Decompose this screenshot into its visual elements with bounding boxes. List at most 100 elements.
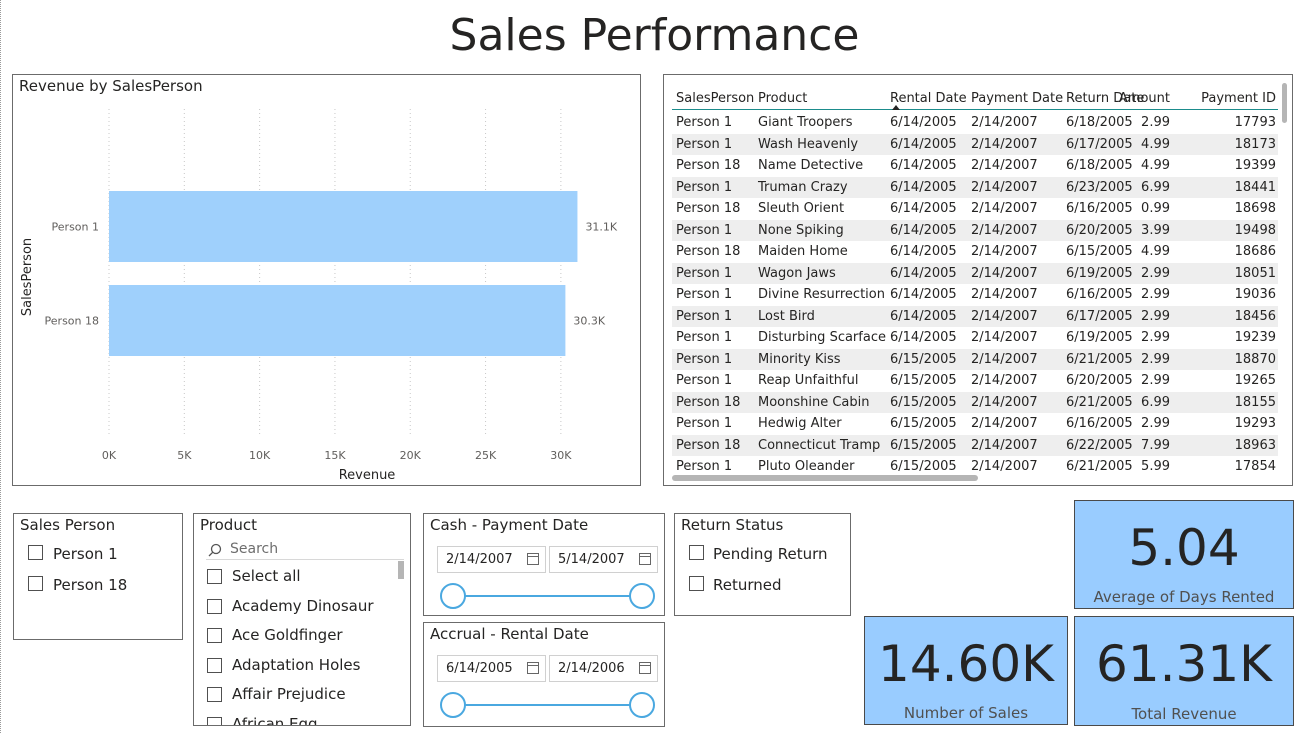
date-value: 2/14/2007 bbox=[446, 552, 513, 567]
chart-title: Revenue by SalesPerson bbox=[19, 77, 203, 95]
table-cell: 18441 bbox=[1234, 179, 1276, 195]
table-cell: 5.99 bbox=[1141, 459, 1170, 474]
checkbox[interactable] bbox=[207, 598, 222, 614]
column-header[interactable]: SalesPerson bbox=[676, 91, 755, 106]
accrual-end-date-input[interactable]: 2/14/2006 bbox=[549, 655, 658, 682]
table-row[interactable]: Person 18 Connecticut Tramp 6/15/2005 2/14/… bbox=[672, 434, 1278, 456]
x-tick-label: 20K bbox=[400, 449, 422, 462]
table-cell: Person 1 bbox=[676, 351, 733, 367]
cash-end-date-input[interactable]: 5/14/2007 bbox=[549, 546, 658, 573]
cash-range-end-handle[interactable] bbox=[629, 583, 655, 609]
y-axis-title: SalesPerson bbox=[20, 238, 35, 316]
option-label: Returned bbox=[713, 576, 782, 594]
column-header[interactable]: Payment ID bbox=[1201, 91, 1276, 106]
checkbox[interactable] bbox=[207, 687, 222, 702]
table-cell: 7.99 bbox=[1141, 437, 1170, 453]
table-row[interactable]: Person 1 Minority Kiss 6/15/2005 2/14/2007 6… bbox=[672, 348, 1278, 370]
table-row[interactable]: Person 1 Divine Resurrection 6/14/2005 2/14… bbox=[672, 284, 1278, 306]
accrual-start-date-input[interactable]: 6/14/2005 bbox=[437, 655, 546, 682]
table-cell: 6/17/2005 bbox=[1066, 308, 1133, 324]
sales-person-slicer-title: Sales Person bbox=[20, 516, 116, 534]
table-row[interactable]: Person 1 Wash Heavenly 6/14/2005 2/14/2007 6… bbox=[672, 133, 1278, 155]
horizontal-scrollbar[interactable] bbox=[672, 475, 978, 481]
bar[interactable] bbox=[109, 191, 578, 262]
table-row[interactable]: Person 1 Wagon Jaws 6/14/2005 2/14/2007 6/19… bbox=[672, 262, 1278, 284]
data-label: 31.1K bbox=[585, 221, 617, 234]
table-cell: 6/20/2005 bbox=[1066, 373, 1133, 388]
table-cell: Person 1 bbox=[676, 373, 733, 388]
option-label: Person 1 bbox=[53, 545, 118, 563]
calendar-icon[interactable] bbox=[639, 662, 651, 674]
table-cell: 18870 bbox=[1234, 351, 1276, 367]
table-cell: 6/16/2005 bbox=[1066, 287, 1133, 302]
table-cell: 6/21/2005 bbox=[1066, 394, 1133, 410]
table-cell: 6/19/2005 bbox=[1066, 330, 1133, 345]
table-cell: 18963 bbox=[1234, 437, 1276, 453]
table-row[interactable]: Person 18 Sleuth Orient 6/14/2005 2/14/2007… bbox=[672, 198, 1278, 220]
accrual-range-end-handle[interactable] bbox=[629, 692, 655, 718]
cash-range-start-handle[interactable] bbox=[440, 583, 466, 609]
return-slicer-title: Return Status bbox=[681, 516, 784, 534]
table-cell: 4.99 bbox=[1141, 244, 1170, 259]
table-cell: Sleuth Orient bbox=[758, 201, 845, 216]
column-header[interactable]: Product bbox=[758, 91, 808, 106]
checkbox[interactable] bbox=[689, 545, 704, 560]
table-row[interactable]: Person 18 Maiden Home 6/14/2005 2/14/2007 6/… bbox=[672, 241, 1278, 263]
table-cell: 6/19/2005 bbox=[1066, 265, 1133, 281]
option-label: Academy Dinosaur bbox=[232, 596, 374, 615]
product-scrollbar[interactable] bbox=[398, 561, 404, 579]
checkbox[interactable] bbox=[207, 716, 222, 725]
table-row[interactable]: Person 18 Moonshine Cabin 6/15/2005 2/14/20… bbox=[672, 391, 1278, 413]
product-search-box[interactable]: Search bbox=[206, 540, 404, 560]
table-row[interactable]: Person 18 Name Detective 6/14/2005 2/14/200… bbox=[672, 155, 1278, 177]
table-cell: 6/15/2005 bbox=[1066, 244, 1133, 259]
column-header[interactable]: Rental Date bbox=[890, 91, 967, 106]
checkbox[interactable] bbox=[207, 628, 222, 643]
table-cell: 18173 bbox=[1234, 136, 1276, 152]
number-of-sales-card[interactable]: 14.60K Number of Sales bbox=[864, 616, 1068, 725]
column-header[interactable]: Payment Date bbox=[971, 91, 1064, 106]
checkbox[interactable] bbox=[207, 569, 222, 584]
calendar-icon[interactable] bbox=[527, 662, 539, 674]
table-cell: 6/21/2005 bbox=[1066, 459, 1133, 474]
column-header[interactable]: Amount bbox=[1118, 91, 1170, 106]
table-cell: 6/15/2005 bbox=[890, 394, 957, 410]
checkbox[interactable] bbox=[28, 576, 43, 591]
table-cell: 2.99 bbox=[1141, 265, 1170, 281]
avg-days-rented-card[interactable]: 5.04 Average of Days Rented bbox=[1074, 500, 1294, 609]
checkbox[interactable] bbox=[207, 657, 222, 673]
table-cell: 6/15/2005 bbox=[890, 416, 957, 431]
calendar-icon[interactable] bbox=[527, 553, 539, 565]
table-row[interactable]: Person 1 Lost Bird 6/14/2005 2/14/2007 6/17/… bbox=[672, 305, 1278, 327]
accrual-slicer-title: Accrual - Rental Date bbox=[430, 625, 589, 643]
table-row[interactable]: Person 1 Hedwig Alter 6/15/2005 2/14/2007 6/… bbox=[672, 413, 1278, 435]
table-cell: 19265 bbox=[1234, 373, 1276, 388]
table-cell: Person 1 bbox=[676, 136, 733, 152]
accrual-range-track[interactable] bbox=[453, 704, 643, 706]
y-tick-label: Person 18 bbox=[45, 315, 99, 328]
table-cell: 18698 bbox=[1234, 201, 1276, 216]
table-row[interactable]: Person 1 Disturbing Scarface 6/14/2005 2/14… bbox=[672, 327, 1278, 349]
table-cell: 2/14/2007 bbox=[971, 308, 1038, 324]
revenue-chart-panel[interactable]: Revenue by SalesPerson 0K 5K 10K 15K 20K 25K 3… bbox=[12, 74, 641, 486]
table-row[interactable]: Person 1 None Spiking 6/14/2005 2/14/2007 6/… bbox=[672, 219, 1278, 241]
table-cell: 6/20/2005 bbox=[1066, 222, 1133, 238]
cash-start-date-input[interactable]: 2/14/2007 bbox=[437, 546, 546, 573]
table-cell: Truman Crazy bbox=[758, 179, 848, 195]
sales-table-panel[interactable]: SalesPerson Product Rental Date Payment Dat… bbox=[663, 74, 1293, 486]
bar[interactable] bbox=[109, 285, 566, 356]
vertical-scrollbar[interactable] bbox=[1282, 83, 1287, 123]
table-row[interactable]: Person 1 Pluto Oleander 6/15/2005 2/14/2007… bbox=[672, 456, 1278, 478]
table-row[interactable]: Person 1 Reap Unfaithful 6/15/2005 2/14/200… bbox=[672, 370, 1278, 392]
total-revenue-card[interactable]: 61.31K Total Revenue bbox=[1074, 616, 1294, 726]
calendar-icon[interactable] bbox=[639, 553, 651, 565]
cash-range-track[interactable] bbox=[453, 595, 643, 597]
accrual-range-start-handle[interactable] bbox=[440, 692, 466, 718]
checkbox[interactable] bbox=[689, 576, 704, 591]
table-cell: 2/14/2007 bbox=[971, 351, 1038, 367]
checkbox[interactable] bbox=[28, 545, 43, 560]
column-header[interactable]: Return Date bbox=[1066, 91, 1145, 106]
table-row[interactable]: Person 1 Truman Crazy 6/14/2005 2/14/2007 6/… bbox=[672, 176, 1278, 198]
table-row[interactable]: Person 1 Giant Troopers 6/14/2005 2/14/2007… bbox=[672, 112, 1278, 134]
table-cell: 2.99 bbox=[1141, 416, 1170, 431]
